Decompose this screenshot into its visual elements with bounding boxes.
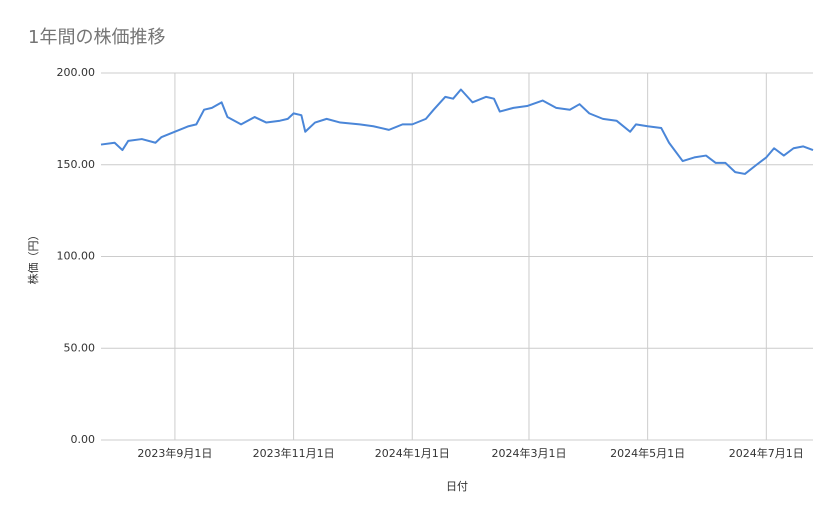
data-line — [100, 88, 814, 175]
x-axis-label: 日付 — [446, 480, 468, 493]
x-tick-label: 2024年3月1日 — [491, 446, 566, 460]
x-tick-label: 2024年1月1日 — [375, 446, 450, 460]
chart-title: 1年間の株価推移 — [28, 27, 165, 48]
x-tick-label: 2023年11月1日 — [253, 446, 335, 460]
y-axis-label: 株価（円） — [26, 230, 40, 285]
x-tick-label: 2023年9月1日 — [137, 446, 212, 460]
y-tick-label: 0.00 — [71, 433, 96, 446]
y-tick-label: 100.00 — [57, 250, 96, 263]
x-tick-label: 2024年5月1日 — [610, 446, 685, 460]
y-tick-label: 200.00 — [57, 66, 96, 79]
y-tick-label: 50.00 — [64, 341, 96, 354]
y-tick-label: 150.00 — [57, 158, 96, 171]
x-tick-label: 2024年7月1日 — [729, 446, 804, 460]
